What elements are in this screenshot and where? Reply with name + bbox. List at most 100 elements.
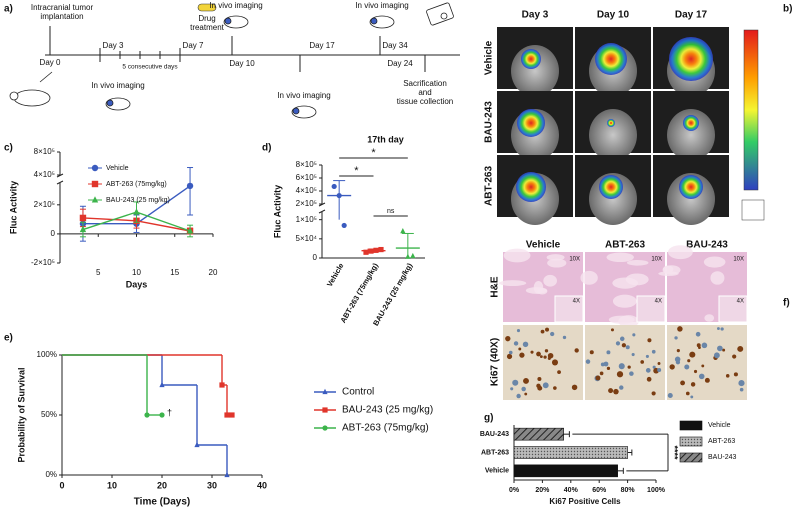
x-tick-label: BAU-243 (25 mg/kg) bbox=[371, 261, 414, 327]
y-tick-label: 100% bbox=[37, 350, 57, 359]
event-label: In vivo imaging bbox=[91, 81, 144, 90]
legend-marker bbox=[91, 164, 99, 172]
y-tick-label: BAU-243 bbox=[480, 431, 509, 438]
nucleus bbox=[646, 376, 652, 382]
legend-marker bbox=[322, 388, 328, 395]
duration-label: 5 consecutive days bbox=[122, 64, 178, 71]
event-label: In vivo imaging bbox=[209, 1, 262, 10]
y-tick-label: 8×10⁵ bbox=[34, 147, 55, 156]
nucleus bbox=[733, 372, 738, 377]
inset-image bbox=[636, 295, 666, 323]
panel-label: b) bbox=[783, 4, 792, 15]
nucleus bbox=[669, 364, 675, 370]
y-tick-label: Vehicle bbox=[485, 468, 509, 475]
nucleus bbox=[739, 387, 744, 392]
nucleus bbox=[737, 345, 744, 352]
nucleus bbox=[725, 374, 730, 378]
nucleus bbox=[629, 371, 634, 376]
nucleus bbox=[720, 327, 724, 331]
bioluminescence bbox=[679, 175, 703, 199]
nucleus bbox=[539, 355, 543, 359]
axis-break bbox=[56, 180, 64, 185]
nucleus bbox=[652, 365, 656, 369]
nucleus bbox=[610, 328, 614, 332]
panel-label: a) bbox=[4, 4, 13, 15]
day-label: Day 0 bbox=[40, 58, 61, 67]
marker bbox=[186, 227, 194, 234]
nucleus bbox=[695, 331, 701, 337]
tissue bbox=[503, 248, 531, 263]
x-tick-label: 60% bbox=[592, 487, 607, 494]
legend-marker bbox=[91, 180, 99, 188]
nucleus bbox=[537, 385, 543, 391]
marker bbox=[368, 248, 374, 254]
nucleus bbox=[674, 356, 681, 363]
tissue bbox=[626, 259, 649, 266]
x-tick-label: 40% bbox=[564, 487, 579, 494]
nucleus bbox=[677, 326, 683, 332]
row-header: ABT-263 bbox=[484, 166, 495, 206]
tissue bbox=[618, 315, 639, 328]
nucleus bbox=[640, 360, 645, 364]
magnification-label: 4X bbox=[737, 299, 744, 305]
row-header: Vehicle bbox=[484, 40, 495, 75]
row-header: BAU-243 bbox=[484, 101, 495, 143]
y-tick-label: 8×10⁵ bbox=[296, 160, 317, 169]
column-header: Day 17 bbox=[675, 10, 708, 21]
nucleus bbox=[599, 371, 604, 376]
event-label: Sacrification bbox=[403, 79, 447, 88]
bioluminescence bbox=[669, 37, 713, 81]
marker bbox=[194, 441, 200, 448]
y-tick-label: 1×10⁵ bbox=[296, 215, 317, 224]
tissue bbox=[547, 258, 567, 268]
x-tick-label: 15 bbox=[170, 268, 179, 277]
significance-label: ns bbox=[387, 208, 395, 215]
tissue bbox=[612, 277, 639, 289]
legend-swatch bbox=[679, 452, 703, 463]
event-label: Drug bbox=[198, 14, 215, 23]
legend-label: ABT-263 (75mg/kg) bbox=[106, 181, 167, 188]
nucleus bbox=[701, 342, 708, 349]
magnification-label: 10X bbox=[733, 257, 744, 263]
nucleus bbox=[616, 371, 624, 378]
panel-label: c) bbox=[4, 143, 13, 154]
nucleus bbox=[524, 392, 528, 396]
y-axis-label: Fluc Activity bbox=[8, 181, 18, 234]
legend-label: ABT-263 (75mg/kg) bbox=[342, 423, 429, 434]
magnification-label: 4X bbox=[573, 299, 580, 305]
time-ticks bbox=[49, 26, 426, 72]
nucleus bbox=[518, 347, 522, 351]
nucleus bbox=[608, 388, 614, 394]
tissue bbox=[662, 265, 681, 275]
ki67-image bbox=[667, 325, 747, 400]
panel-label: g) bbox=[484, 413, 493, 424]
nucleus bbox=[738, 380, 745, 387]
nucleus bbox=[562, 335, 567, 340]
legend-label: BAU-243 bbox=[708, 454, 737, 461]
nucleus bbox=[536, 351, 541, 357]
marker bbox=[79, 225, 87, 233]
x-axis-label: Days bbox=[126, 279, 148, 289]
nucleus bbox=[516, 329, 521, 333]
chart-title: 17th day bbox=[367, 134, 404, 144]
nucleus bbox=[689, 351, 696, 358]
x-tick-label: 20% bbox=[535, 487, 550, 494]
significance-label: * bbox=[354, 165, 359, 177]
nucleus bbox=[589, 350, 594, 355]
nucleus bbox=[516, 393, 521, 399]
nucleus bbox=[545, 327, 550, 332]
day-label: Day 34 bbox=[382, 41, 408, 50]
marker bbox=[224, 471, 230, 478]
nucleus bbox=[696, 343, 701, 348]
nucleus bbox=[704, 377, 710, 383]
tissue bbox=[606, 252, 634, 263]
legend-label: Vehicle bbox=[708, 422, 731, 429]
nucleus bbox=[613, 388, 619, 395]
nucleus bbox=[732, 354, 737, 359]
y-tick-label: -2×10⁵ bbox=[31, 258, 55, 267]
marker bbox=[229, 412, 235, 418]
nucleus bbox=[651, 391, 656, 396]
x-tick-label: 10 bbox=[107, 480, 117, 490]
marker bbox=[363, 249, 369, 255]
